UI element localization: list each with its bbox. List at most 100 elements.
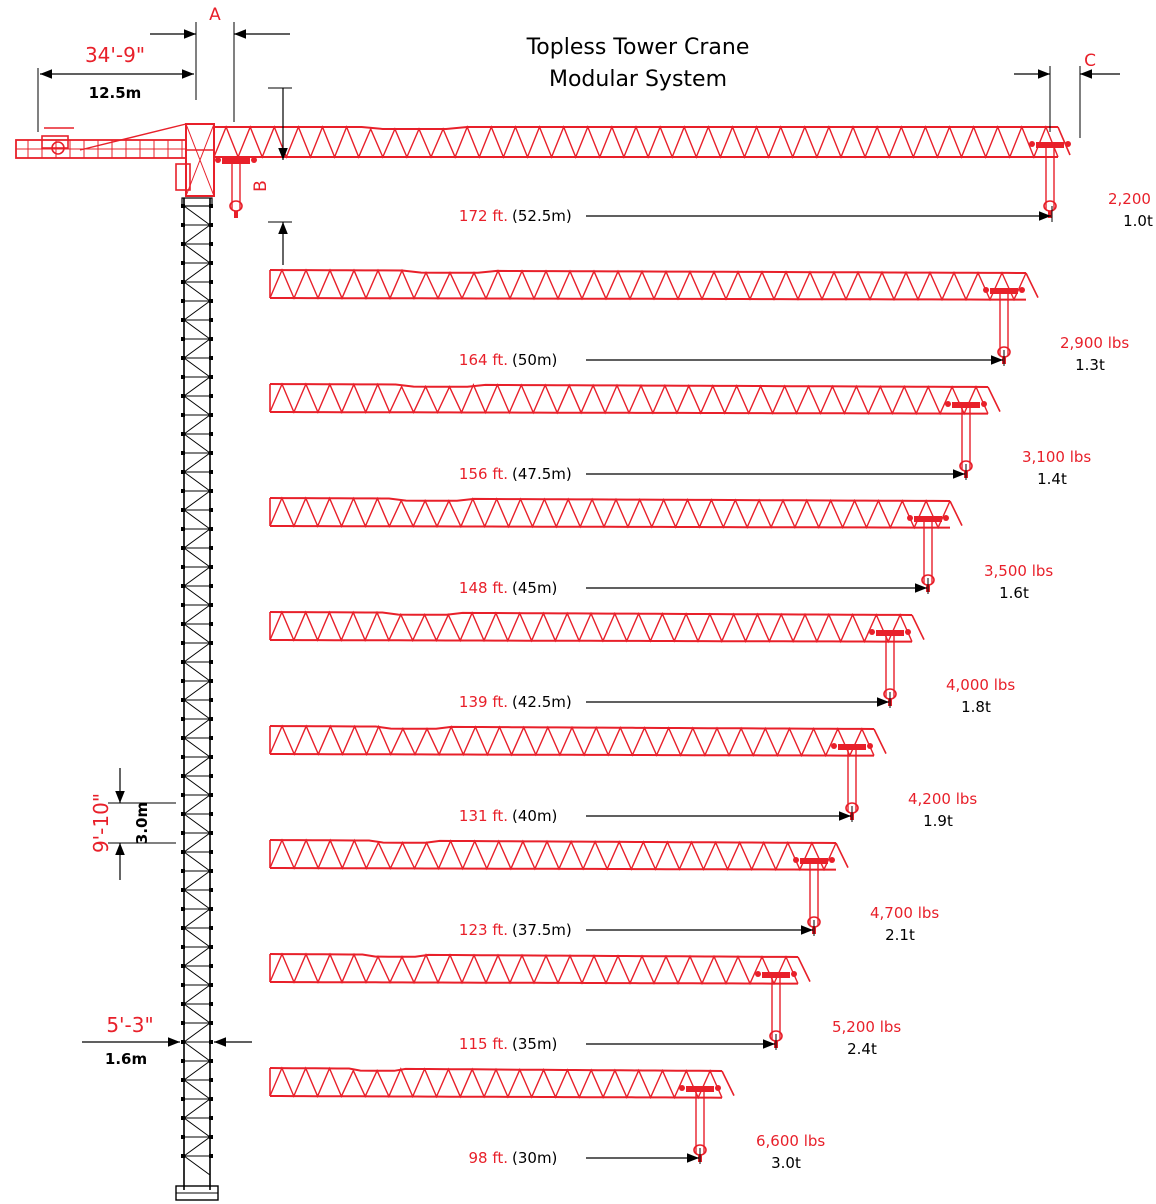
mast-diagonal <box>183 851 211 872</box>
mast-node <box>181 318 185 322</box>
dimension-label-a: A <box>209 5 221 25</box>
hook <box>1048 211 1052 218</box>
jib-web <box>213 125 1059 159</box>
jib-tip-load-t: 1.0t <box>1123 212 1153 230</box>
mast-diagonal <box>183 680 211 701</box>
jib-radius-ft: 123 ft. <box>459 921 508 939</box>
jib-tip-load-t: 1.3t <box>1075 356 1105 374</box>
mast-node <box>181 1097 185 1101</box>
trolley-wheel <box>983 287 989 293</box>
mast-node <box>209 1002 213 1006</box>
mast-node <box>181 660 185 664</box>
trolley-wheel <box>867 743 873 749</box>
inner-trolley-hook <box>215 157 257 218</box>
trolley <box>914 516 942 522</box>
counter-jib-tie <box>79 123 187 151</box>
jib-web <box>269 1066 723 1100</box>
mast-node <box>209 698 213 702</box>
mast-node <box>209 869 213 873</box>
mast-node <box>209 850 213 854</box>
mast-diagonal <box>183 1079 211 1100</box>
trolley-wheel <box>1065 141 1071 147</box>
section-height-m: 3.0m <box>133 802 151 844</box>
trolley-wheel <box>831 743 837 749</box>
mast-node <box>181 223 185 227</box>
jib-tip-load-lbs: 2,900 lbs <box>1060 334 1129 352</box>
jib-web <box>269 496 951 530</box>
jib-radius-m: (52.5m) <box>512 207 572 225</box>
mast-diagonal <box>183 1022 211 1043</box>
mast-diagonal <box>183 566 211 587</box>
main-jib <box>213 125 1071 159</box>
mast-node <box>181 280 185 284</box>
jib-configurations <box>269 268 1039 1162</box>
mast-node <box>181 964 185 968</box>
mast-node <box>209 831 213 835</box>
mast-node <box>181 926 185 930</box>
jib-web <box>269 268 1027 302</box>
trolley <box>222 158 250 164</box>
mast-diagonal <box>183 642 211 663</box>
mast-diagonal <box>183 490 211 511</box>
mast-node <box>209 1021 213 1025</box>
slewing-brace <box>185 123 215 197</box>
mast-node <box>181 356 185 360</box>
mast-diagonal <box>183 1041 211 1062</box>
mast-node <box>209 318 213 322</box>
mast-node <box>209 375 213 379</box>
mast-node <box>209 413 213 417</box>
mast-node <box>181 1116 185 1120</box>
mast-node <box>209 261 213 265</box>
jib-bottom-chord <box>270 525 950 529</box>
mast-node <box>181 470 185 474</box>
trolley <box>990 288 1018 294</box>
mast-node <box>181 774 185 778</box>
mast-node <box>181 451 185 455</box>
trolley <box>686 1086 714 1092</box>
jib-radius-m: (40m) <box>512 807 557 825</box>
mast-node <box>181 888 185 892</box>
jib-top-chord <box>269 497 951 502</box>
trolley <box>762 972 790 978</box>
dimension-label-b: B <box>251 180 271 192</box>
mast-node <box>181 413 185 417</box>
mast-node <box>209 755 213 759</box>
mast-node <box>181 242 185 246</box>
mast-node <box>181 755 185 759</box>
trolley-wheel <box>215 157 221 163</box>
jib-config-hook-7 <box>755 971 797 1048</box>
mast-node <box>181 622 185 626</box>
mast-diagonal <box>183 471 211 492</box>
jib-web <box>269 382 989 416</box>
jib-radius-m: (42.5m) <box>512 693 572 711</box>
mast-node <box>209 223 213 227</box>
mast-node <box>209 489 213 493</box>
mast-node <box>209 1135 213 1139</box>
jib-nose <box>835 842 849 869</box>
trolley-wheel <box>791 971 797 977</box>
jib-web <box>269 610 913 644</box>
mast-node <box>181 565 185 569</box>
mast-diagonal <box>183 357 211 378</box>
mast-node <box>209 470 213 474</box>
jib-top-chord <box>269 269 1027 274</box>
mast-node <box>181 1078 185 1082</box>
mast-node <box>181 907 185 911</box>
counter-jib-length-m: 12.5m <box>89 84 142 102</box>
mast-node <box>209 717 213 721</box>
mast-node <box>181 1040 185 1044</box>
mast-diagonal <box>183 452 211 473</box>
jib-radius-ft: 131 ft. <box>459 807 508 825</box>
mast-diagonal <box>183 889 211 910</box>
mast-node <box>181 812 185 816</box>
mast-node <box>209 1097 213 1101</box>
jib-nose <box>797 956 811 983</box>
mast-node <box>181 527 185 531</box>
dimension-annotations: 34'-9" 12.5m A B C 9'-10" 3.0m 5'-3" 1.6… <box>37 5 1120 1068</box>
title-line-1: Topless Tower Crane <box>526 35 750 60</box>
mast-diagonal <box>183 604 211 625</box>
trolley-wheel <box>793 857 799 863</box>
counter-jib-length-ft: 34'-9" <box>85 43 145 67</box>
jib-radius-m: (45m) <box>512 579 557 597</box>
